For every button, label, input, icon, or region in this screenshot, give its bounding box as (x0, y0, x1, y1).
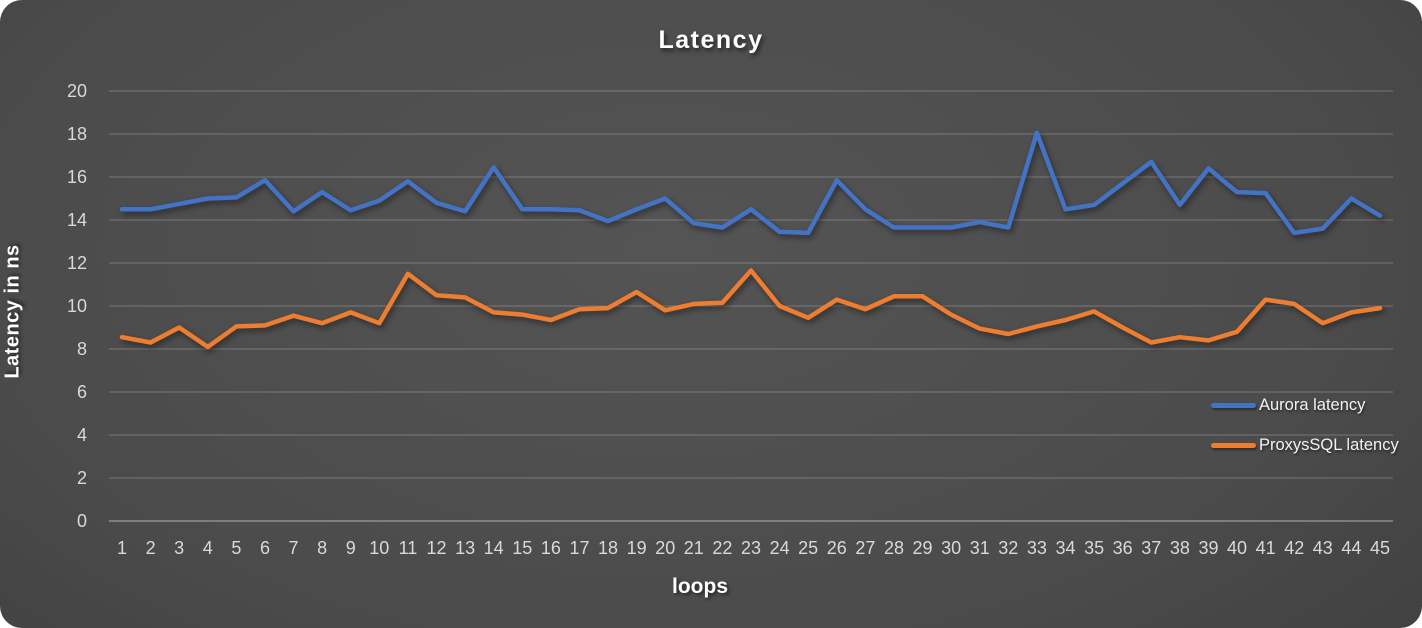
x-tick-label-18: 18 (598, 538, 618, 558)
x-tick-label-45: 45 (1370, 538, 1390, 558)
x-tick-label-12: 12 (426, 538, 446, 558)
x-tick-label-30: 30 (941, 538, 961, 558)
x-tick-label-4: 4 (203, 538, 213, 558)
x-tick-label-41: 41 (1256, 538, 1276, 558)
legend-item-aurora-latency: Aurora latency (1211, 394, 1399, 416)
x-tick-label-1: 1 (117, 538, 127, 558)
y-tick-label-12: 12 (67, 253, 87, 273)
x-tick-label-40: 40 (1227, 538, 1247, 558)
x-tick-label-39: 39 (1198, 538, 1218, 558)
x-tick-label-27: 27 (855, 538, 875, 558)
x-tick-label-14: 14 (484, 538, 504, 558)
y-tick-label-6: 6 (77, 382, 87, 402)
x-tick-label-43: 43 (1313, 538, 1333, 558)
y-tick-label-0: 0 (77, 511, 87, 531)
x-tick-label-44: 44 (1341, 538, 1361, 558)
x-tick-label-16: 16 (541, 538, 561, 558)
y-tick-label-4: 4 (77, 425, 87, 445)
legend-label-proxyssql-latency: ProxysSQL latency (1259, 435, 1399, 454)
x-tick-label-10: 10 (369, 538, 389, 558)
x-tick-label-5: 5 (231, 538, 241, 558)
x-axis-title: loops (672, 575, 728, 598)
x-tick-label-29: 29 (913, 538, 933, 558)
chart-legend: Aurora latency ProxysSQL latency (1211, 394, 1399, 474)
aurora-latency-swatch-icon (1211, 402, 1256, 408)
y-tick-label-20: 20 (67, 81, 87, 101)
x-tick-label-32: 32 (998, 538, 1018, 558)
x-tick-label-37: 37 (1141, 538, 1161, 558)
x-tick-label-19: 19 (627, 538, 647, 558)
x-tick-label-13: 13 (455, 538, 475, 558)
x-tick-label-36: 36 (1113, 538, 1133, 558)
y-tick-label-16: 16 (67, 167, 87, 187)
x-tick-label-21: 21 (684, 538, 704, 558)
proxyssql-latency-line (119, 268, 1383, 350)
x-tick-label-3: 3 (174, 538, 184, 558)
x-tick-label-33: 33 (1027, 538, 1047, 558)
x-tick-label-9: 9 (346, 538, 356, 558)
y-tick-label-10: 10 (67, 296, 87, 316)
aurora-latency-line (119, 130, 1383, 236)
x-tick-label-42: 42 (1284, 538, 1304, 558)
y-tick-label-18: 18 (67, 124, 87, 144)
x-tick-label-26: 26 (827, 538, 847, 558)
x-tick-label-38: 38 (1170, 538, 1190, 558)
x-tick-label-25: 25 (798, 538, 818, 558)
y-tick-label-8: 8 (77, 339, 87, 359)
x-tick-label-31: 31 (970, 538, 990, 558)
x-tick-label-20: 20 (655, 538, 675, 558)
x-tick-label-28: 28 (884, 538, 904, 558)
x-tick-label-22: 22 (712, 538, 732, 558)
proxyssql-latency-swatch-icon (1211, 442, 1256, 448)
x-tick-label-7: 7 (289, 538, 299, 558)
y-tick-label-14: 14 (67, 210, 87, 230)
x-tick-label-17: 17 (569, 538, 589, 558)
y-tick-label-2: 2 (77, 468, 87, 488)
legend-label-aurora-latency: Aurora latency (1259, 395, 1366, 414)
x-tick-label-15: 15 (512, 538, 532, 558)
x-tick-label-8: 8 (317, 538, 327, 558)
x-tick-label-34: 34 (1055, 538, 1075, 558)
x-tick-label-11: 11 (399, 538, 418, 558)
x-tick-label-6: 6 (260, 538, 270, 558)
chart-title: Latency (658, 26, 764, 54)
x-tick-label-24: 24 (770, 538, 790, 558)
x-tick-label-35: 35 (1084, 538, 1104, 558)
x-tick-label-23: 23 (741, 538, 761, 558)
legend-item-proxyssql-latency: ProxysSQL latency (1211, 434, 1399, 456)
x-tick-label-2: 2 (146, 538, 156, 558)
